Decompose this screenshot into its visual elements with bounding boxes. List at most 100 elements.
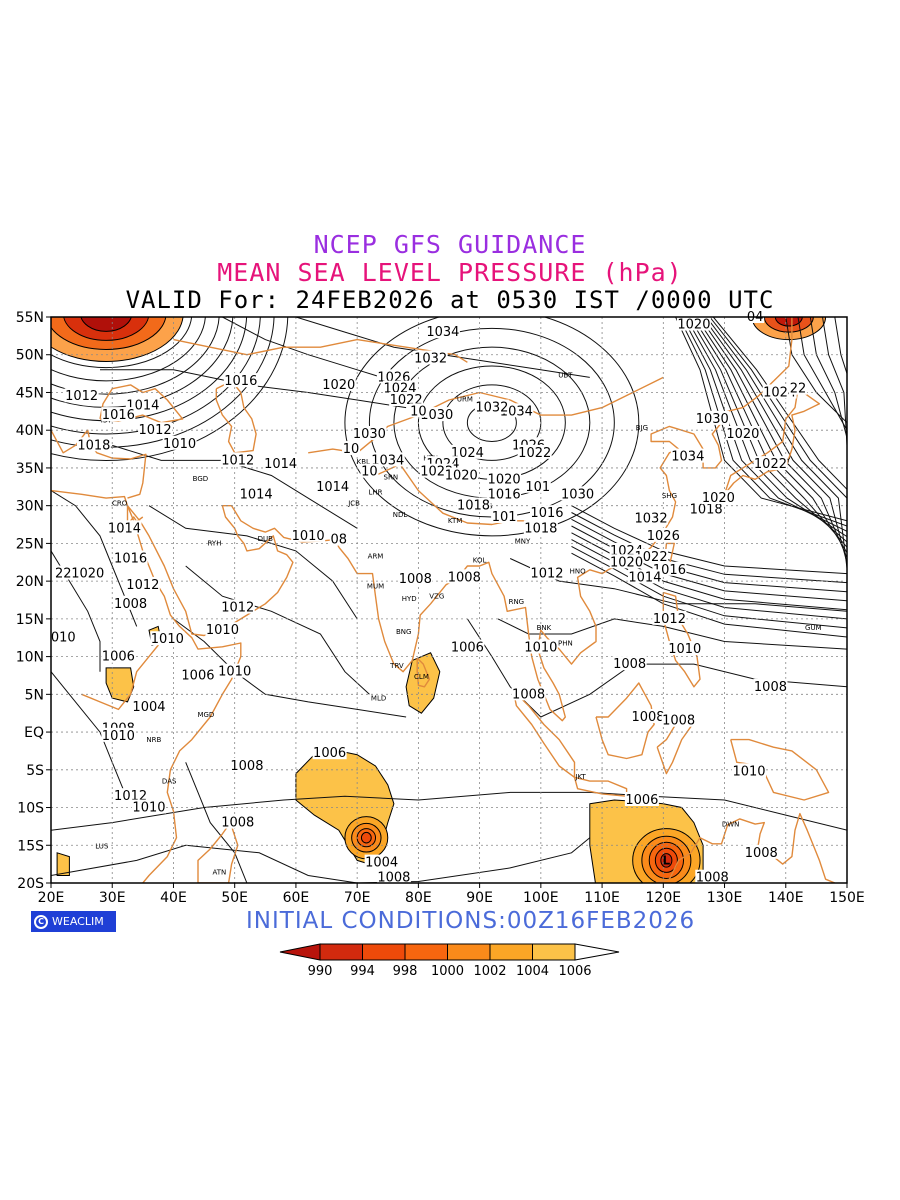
- isobar-label-bg: [511, 686, 546, 701]
- isobar-label-bg: [64, 388, 99, 403]
- isobar-label-bg: [523, 520, 558, 535]
- isobar-label: 1026: [647, 529, 680, 544]
- isobar-label: 1006: [313, 746, 346, 761]
- coast-borneo: [595, 682, 655, 760]
- isobar-label: 1032: [635, 511, 668, 526]
- coast-japan: [723, 388, 821, 495]
- isobar-label-bg: [670, 448, 705, 463]
- isobar-label: 22: [55, 567, 72, 582]
- isobar-label-bg: [383, 380, 418, 395]
- isobar-value-labels: 1034103210201026102410221016101210141016…: [50, 309, 808, 886]
- isobar-label-bg: [425, 324, 460, 339]
- isobar-label: 1012: [653, 612, 686, 627]
- isobar-label-bg: [352, 425, 387, 440]
- isobar-label-bg: [676, 316, 711, 331]
- station-label: KBL: [357, 458, 370, 466]
- isobar-label-bg: [725, 425, 760, 440]
- isobar-label-bg: [753, 456, 788, 471]
- lon-tick-label: 70E: [344, 890, 371, 906]
- isobar-label-bg: [180, 667, 215, 682]
- lon-tick-label: 80E: [405, 890, 432, 906]
- lon-tick-label: 120E: [646, 890, 682, 906]
- isobar-label-bg: [315, 478, 350, 493]
- isobar-label: 10: [343, 442, 360, 457]
- station-label: ARM: [368, 552, 384, 560]
- station-label: DUB: [258, 535, 274, 543]
- isobar-label-bg: [746, 309, 765, 323]
- isobar-label-bg: [205, 622, 240, 637]
- lat-tick-label: 55N: [16, 310, 44, 326]
- isobar-label: 1030: [696, 412, 729, 427]
- isobar-label: 1008: [377, 871, 410, 886]
- isobar-label-bg: [76, 437, 111, 452]
- isobar-label-bg: [695, 869, 730, 884]
- isobar-kamchatka-1: [797, 317, 847, 431]
- lon-tick-label: 40E: [160, 890, 187, 906]
- isobar-label: 1012: [139, 423, 172, 438]
- isobar-label-bg: [220, 599, 255, 614]
- station-label: MNY: [515, 537, 531, 545]
- isobar-label-bg: [419, 407, 454, 422]
- isobar-label-bg: [113, 595, 148, 610]
- coast-africa: [51, 489, 242, 883]
- isobar-label: 1006: [451, 641, 484, 656]
- low-pressure-shading: [51, 317, 827, 883]
- isobar-label: 1010: [732, 764, 765, 779]
- isobar-pacific-7: [699, 317, 847, 558]
- isobar-label-bg: [101, 727, 136, 742]
- isobar-label: 1008: [448, 570, 481, 585]
- isobar-label: 1010: [668, 642, 701, 657]
- isobar-label: 1008: [631, 710, 664, 725]
- isobar-west-high-1: [51, 317, 206, 382]
- isobar-siberia-5: [344, 317, 640, 537]
- isobar-label: 101: [525, 480, 550, 495]
- isobar-label-bg: [609, 554, 644, 569]
- isobar-label-bg: [529, 505, 564, 520]
- isobar-label-bg: [487, 471, 522, 486]
- lon-tick-label: 50E: [221, 890, 248, 906]
- lat-tick-label: 35N: [16, 461, 44, 477]
- isobar-label: 1012: [530, 567, 563, 582]
- isobar-label: 1008: [696, 871, 729, 886]
- isobar-label: 1020: [322, 378, 355, 393]
- station-label: BNK: [537, 624, 552, 632]
- isobar-label: 1014: [264, 457, 297, 472]
- coast-sulawesi: [656, 721, 695, 775]
- isobar-label-bg: [646, 527, 681, 542]
- station-label: HYD: [402, 595, 417, 603]
- station-label: NRB: [146, 736, 161, 744]
- isobar-label-bg: [70, 565, 105, 580]
- isobar-label: 1004: [132, 700, 165, 715]
- isobar-label-bg: [491, 508, 518, 523]
- isobar-label-bg: [695, 410, 730, 425]
- isobar-label: 1022: [518, 446, 551, 461]
- isobar-label-bg: [101, 407, 136, 422]
- isobar-label-bg: [732, 763, 767, 778]
- isobar-label-bg: [162, 435, 197, 450]
- latitude-axis: 55N 50N 45N 40N 35N 30N 25N 20N 15N 10N 5N EQ 5S 10S 1…: [16, 310, 51, 892]
- station-label: MLD: [371, 694, 386, 702]
- isobar-label: 1010: [218, 665, 251, 680]
- initial-conditions: INITIAL CONDITIONS:00Z16FEB2026: [246, 908, 696, 934]
- isobar-label: 1024: [763, 385, 796, 400]
- isobar-label-bg: [291, 527, 326, 542]
- lon-tick-label: 130E: [707, 890, 743, 906]
- isobar-label-bg: [217, 663, 252, 678]
- isobar-label-bg: [447, 569, 482, 584]
- isobar-label-bg: [624, 791, 659, 806]
- lon-tick-label: 150E: [829, 890, 865, 906]
- lat-tick-label: 45N: [16, 385, 44, 401]
- isobar-label: 010: [51, 631, 76, 646]
- border-east-africa: [81, 641, 162, 711]
- isobar-label-bg: [634, 510, 669, 525]
- isobar-label-bg: [312, 745, 347, 760]
- isobar-pacific-9: [706, 317, 847, 569]
- isobar-label: 1008: [399, 572, 432, 587]
- shade-1006-angola: [56, 852, 70, 876]
- isobar-label: 1016: [530, 506, 563, 521]
- isobar-label-bg: [370, 452, 405, 467]
- isobar-label-bg: [321, 376, 356, 391]
- lat-tick-label: 40N: [16, 423, 44, 439]
- station-labels: UBTBJGSHGHKGHNOBNKPHNMNLGUMJKTDWNRNGMNYN…: [95, 371, 821, 876]
- shade-1006-east-africa: [105, 667, 135, 703]
